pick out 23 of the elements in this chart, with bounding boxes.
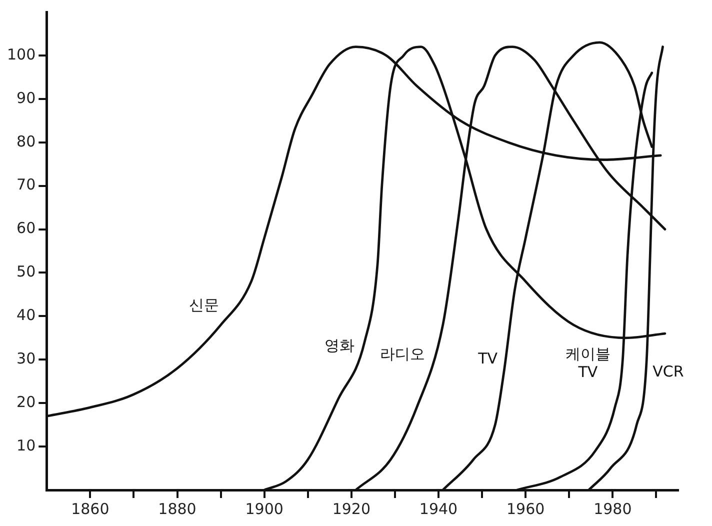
x-tick-label: 1940 [419,500,458,518]
y-tick-label: 90 [16,88,36,107]
y-tick-label: 100 [6,45,36,64]
y-tick-label: 60 [16,219,36,238]
y-tick-label: 80 [16,132,36,150]
series-label: 라디오 [380,345,426,364]
y-tick-label: 10 [16,436,36,454]
x-tick-label: 1860 [71,500,110,518]
y-tick-label: 40 [16,306,36,324]
series-label: TV [477,350,498,368]
x-tick-label: 1880 [158,500,196,518]
x-tick-label: 1980 [594,500,632,518]
y-tick-label: 50 [16,262,36,281]
series-label: 신문 [188,296,219,314]
x-tick-label: 1920 [332,500,371,518]
x-tick-label: 1960 [506,500,545,518]
y-tick-label: 70 [16,176,36,194]
series-label: 케이블 TV [565,344,610,381]
y-tick-label: 30 [16,350,36,368]
series-label: 영화 [324,336,354,354]
series-label: VCR [652,362,684,381]
x-tick-label: 1900 [245,500,284,518]
y-tick-label: 20 [16,392,36,411]
